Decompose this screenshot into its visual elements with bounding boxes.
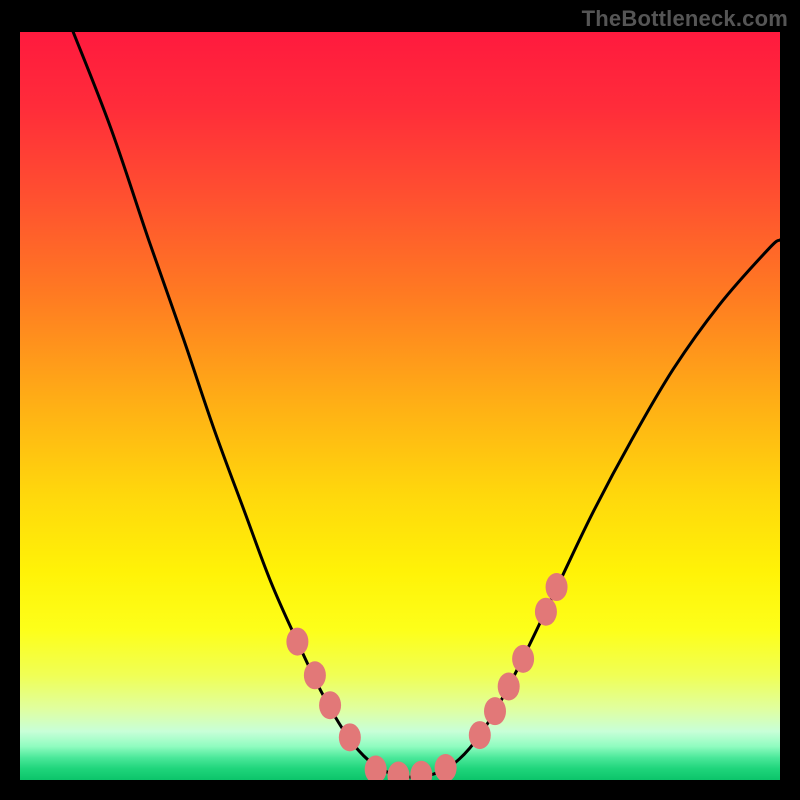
curve-marker	[319, 691, 341, 719]
watermark-text: TheBottleneck.com	[582, 6, 788, 32]
curve-marker	[387, 762, 409, 780]
curve-marker	[304, 661, 326, 689]
plot-area	[20, 32, 780, 780]
curve-marker	[410, 761, 432, 780]
curve-marker	[484, 697, 506, 725]
curve-path	[73, 32, 780, 777]
curve-marker	[546, 573, 568, 601]
curve-marker	[512, 645, 534, 673]
curve-marker	[469, 721, 491, 749]
bottleneck-curve	[20, 32, 780, 780]
curve-marker	[435, 754, 457, 780]
curve-marker	[498, 673, 520, 701]
curve-marker	[286, 628, 308, 656]
curve-marker	[339, 723, 361, 751]
curve-marker	[535, 598, 557, 626]
image-root: TheBottleneck.com	[0, 0, 800, 800]
